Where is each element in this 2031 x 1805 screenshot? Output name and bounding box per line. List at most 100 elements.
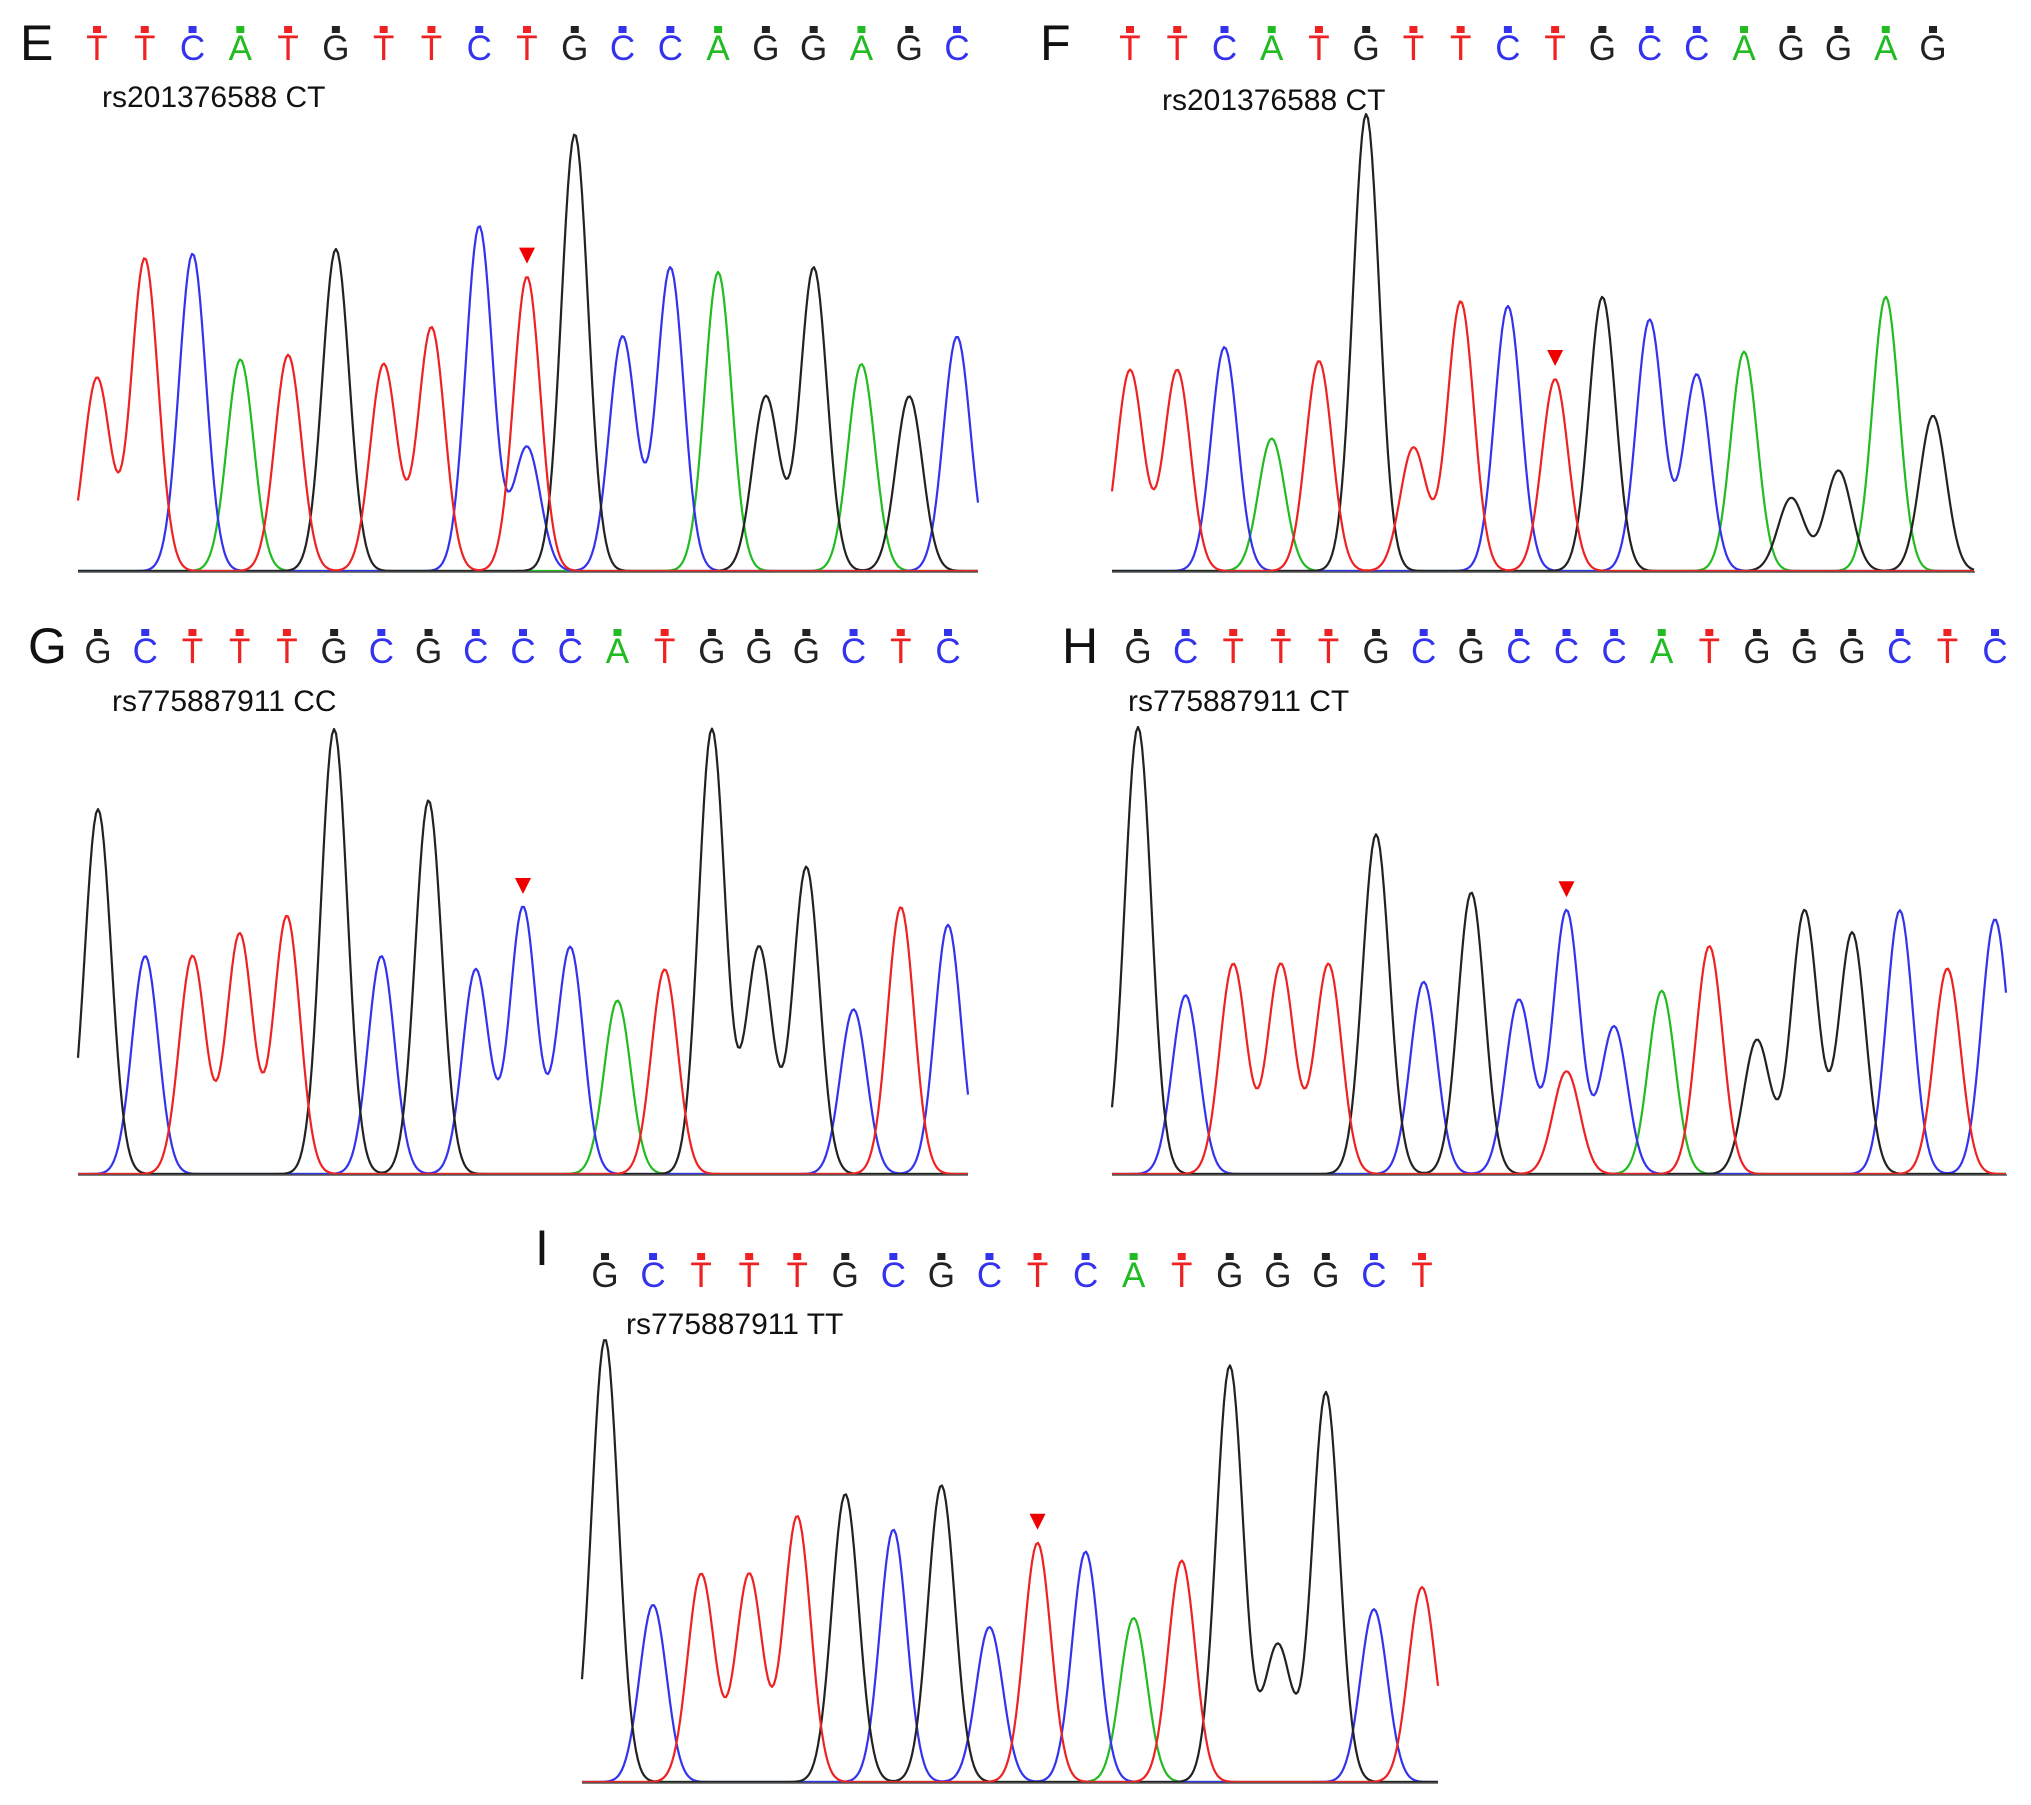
base-call-letter: G [1458,632,1485,671]
base-call-letter: C [1684,29,1709,68]
base-call-letter: C [610,29,635,68]
base-call-letter: T [1119,29,1140,68]
base-call-marker [889,1253,898,1260]
base-call-letter: A [1122,1256,1146,1295]
base-call-letter: G [1362,632,1389,671]
base-call-letter: G [1216,1256,1243,1295]
base-call-marker [1134,629,1142,636]
panel-letter: I [535,1220,549,1276]
base-call-letter: A [1260,29,1284,68]
base-call-marker [1126,26,1134,33]
base-call-letter: T [86,29,107,68]
base-call-letter: C [1887,632,1912,671]
base-call-marker [1692,26,1701,33]
base-call-letter: T [1318,632,1339,671]
base-call-marker [93,26,101,33]
base-call-letter: T [182,632,203,671]
snp-genotype-label: rs775887911 CT [1128,685,1349,718]
chromatogram-traces [580,1339,1440,1784]
base-call-letter: G [561,29,588,68]
base-call-letter: G [1589,29,1616,68]
base-call-letter: T [1167,29,1188,68]
base-call-marker [1657,629,1666,636]
base-call-marker [424,629,433,636]
panel-letter: H [1062,618,1098,674]
base-call-letter: C [881,1256,906,1295]
base-call-marker [1362,26,1371,33]
base-call-marker [284,26,293,33]
base-call-letter: T [1937,632,1958,671]
trace-c [78,905,970,1176]
base-call-letter: C [467,29,492,68]
base-call-letter: T [1403,29,1424,68]
base-call-letter: C [463,632,488,671]
base-call-letter: G [320,632,347,671]
base-call-letter: T [654,632,675,671]
base-call-letter: T [134,29,155,68]
base-call-letter: C [1637,29,1662,68]
base-call-letter: A [606,632,630,671]
base-call-letter: G [1919,29,1946,68]
base-call-letter: A [850,29,874,68]
trace-t [582,1515,1440,1784]
base-call-letter: G [745,632,772,671]
base-call-marker [1752,629,1761,636]
base-call-letter: G [832,1256,859,1295]
base-call-marker [1551,26,1560,33]
base-call-marker [1409,26,1418,33]
base-call-marker [1225,1253,1234,1260]
trace-g [78,133,978,573]
trace-a [1112,295,1974,573]
base-call-marker [1514,629,1523,636]
base-call-marker [857,26,866,33]
base-call-letter: G [415,632,442,671]
base-call-letter: T [1223,632,1244,671]
base-call-marker [1273,1253,1282,1260]
trace-g [76,727,968,1176]
base-call-marker [475,26,484,33]
base-call-letter: C [1411,632,1436,671]
base-call-marker [849,629,858,636]
base-call-marker [1314,26,1323,33]
base-call-marker [1848,629,1857,636]
trace-t [76,257,978,573]
snp-genotype-label: rs775887911 TT [626,1308,843,1341]
base-call-letter: T [738,1256,759,1295]
base-call-letter: G [1353,29,1380,68]
base-call-marker [1787,26,1796,33]
base-call-marker [523,26,531,33]
base-call-letter: C [1073,1256,1098,1295]
base-call-letter: C [1506,632,1531,671]
trace-t [78,906,968,1176]
base-call-letter: G [928,1256,955,1295]
base-call-letter: T [277,29,298,68]
base-call-letter: G [322,29,349,68]
base-call-marker [666,26,675,33]
base-call-letter: T [1544,29,1565,68]
base-call-marker [1321,1253,1330,1260]
base-call-letter: C [841,632,866,671]
base-call-marker [905,26,914,33]
base-call-marker [937,1253,946,1260]
base-call-marker [1943,629,1952,636]
base-call-marker [649,1253,658,1260]
base-call-marker [94,629,102,636]
base-call-marker [188,629,197,636]
base-call-marker [613,629,622,636]
snp-genotype-label: rs775887911 CC [112,685,337,718]
base-call-marker [1991,629,1999,636]
base-call-letter: T [1171,1256,1192,1295]
base-call-letter: A [706,29,730,68]
snp-marker-triangle [1558,881,1575,898]
base-call-letter: G [698,632,725,671]
base-call-marker [427,26,436,33]
base-call-marker [1800,629,1809,636]
trace-t [1112,945,2006,1176]
base-call-letter: C [369,632,394,671]
base-call-letter: T [1411,1256,1432,1295]
base-call-marker [519,629,527,636]
trace-c [582,1528,1438,1784]
base-call-marker [1173,26,1182,33]
